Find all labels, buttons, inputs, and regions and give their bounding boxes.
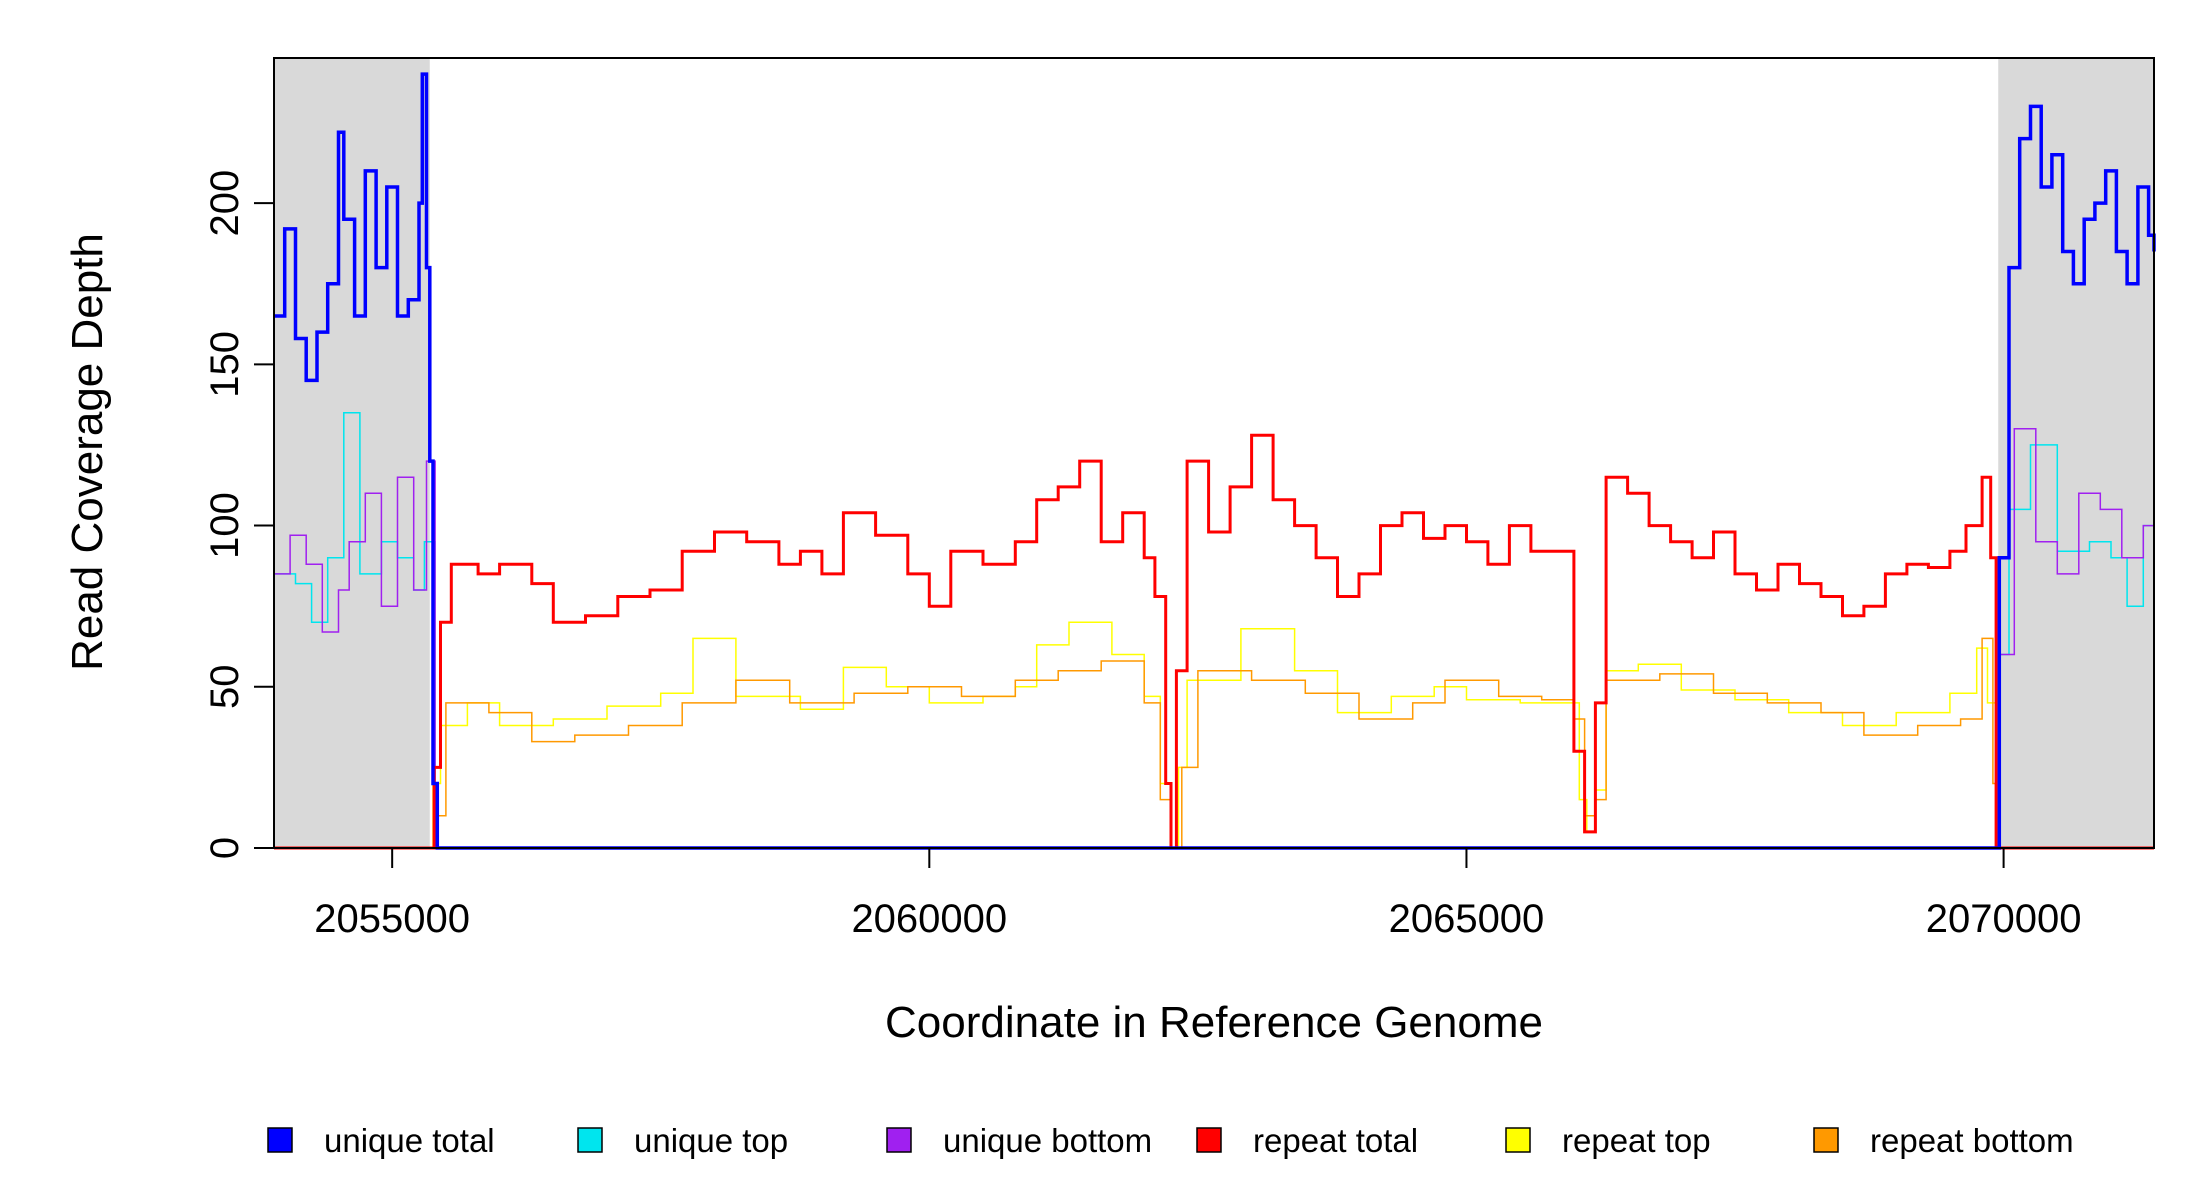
- x-axis-title: Coordinate in Reference Genome: [885, 998, 1543, 1047]
- shaded-regions: [274, 58, 2154, 848]
- legend-swatch: [1813, 1127, 1839, 1153]
- y-tick-label: 0: [203, 837, 247, 859]
- y-tick-label: 200: [203, 170, 247, 237]
- series-lines: [274, 72, 2156, 850]
- shaded-region-1: [1998, 58, 2154, 848]
- x-tick-label: 2070000: [1926, 897, 2082, 941]
- x-tick-label: 2065000: [1389, 897, 1545, 941]
- legend-item: unique bottom: [886, 1122, 1152, 1159]
- plot-frame: [273, 57, 2155, 849]
- legend-label: unique total: [324, 1122, 495, 1159]
- legend-swatch: [267, 1127, 293, 1153]
- legend-item: unique total: [267, 1122, 495, 1159]
- legend-item: repeat total: [1196, 1122, 1418, 1159]
- y-tick-label: 100: [203, 492, 247, 559]
- y-tick-label: 150: [203, 331, 247, 398]
- series-repeat-bottom: [274, 637, 2154, 849]
- y-axis: 0 50 100 150 200: [203, 170, 275, 859]
- series-unique-total: [274, 72, 2156, 850]
- legend-item: repeat top: [1505, 1122, 1711, 1159]
- y-tick-label: 50: [203, 665, 247, 710]
- legend-item: repeat bottom: [1813, 1122, 2074, 1159]
- legend-label: repeat total: [1253, 1122, 1418, 1159]
- legend-label: repeat top: [1562, 1122, 1711, 1159]
- x-axis: 2055000 2060000 2065000 2070000: [314, 847, 2082, 941]
- legend-label: unique top: [634, 1122, 788, 1159]
- x-tick-label: 2055000: [314, 897, 470, 941]
- series-repeat-total: [274, 433, 2154, 850]
- legend-item: unique top: [577, 1122, 788, 1159]
- legend-swatch: [1196, 1127, 1222, 1153]
- x-tick-label: 2060000: [851, 897, 1007, 941]
- legend-swatch: [1505, 1127, 1531, 1153]
- legend-label: repeat bottom: [1870, 1122, 2074, 1159]
- legend-swatch: [577, 1127, 603, 1153]
- y-axis-title: Read Coverage Depth: [63, 233, 112, 671]
- series-unique-top: [274, 411, 2155, 849]
- series-unique-bottom: [274, 428, 2155, 849]
- shaded-region-0: [274, 58, 430, 848]
- legend: unique total unique top unique bottom repea…: [267, 1122, 2074, 1159]
- legend-swatch: [886, 1127, 912, 1153]
- legend-label: unique bottom: [943, 1122, 1152, 1159]
